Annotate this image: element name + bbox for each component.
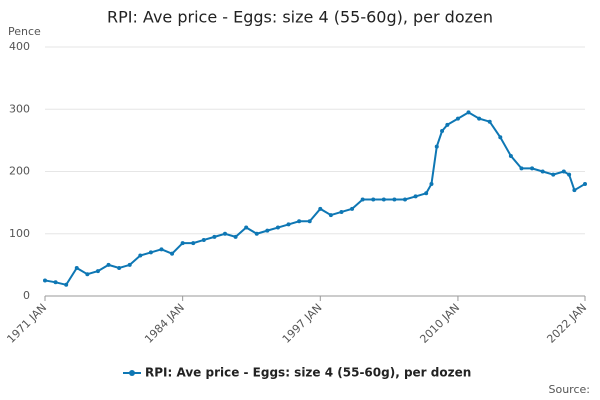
data-point — [138, 253, 143, 258]
data-point — [567, 172, 572, 177]
data-point — [487, 119, 492, 124]
data-point — [551, 172, 556, 177]
data-point — [233, 234, 238, 239]
data-point — [307, 219, 312, 224]
y-tick-label: 300 — [9, 102, 30, 115]
data-point — [403, 197, 407, 202]
y-tick-label: 200 — [9, 165, 30, 178]
data-point — [265, 228, 270, 233]
y-tick-label: 400 — [9, 40, 30, 53]
y-tick-label: 0 — [23, 289, 30, 302]
x-tick-label: 2010 JAN — [417, 301, 462, 346]
data-point — [180, 241, 185, 246]
y-axis-label: Pence — [8, 25, 41, 38]
x-tick-label: 2022 JAN — [544, 301, 589, 346]
data-point — [223, 231, 227, 236]
data-point — [392, 197, 397, 202]
x-tick-label: 1971 JAN — [4, 301, 49, 346]
data-point — [424, 191, 429, 196]
data-point — [244, 225, 249, 230]
data-point — [434, 144, 439, 149]
legend-marker — [129, 370, 135, 376]
data-point — [572, 188, 577, 193]
data-point — [339, 209, 344, 214]
data-point — [498, 135, 503, 140]
data-point — [254, 231, 259, 236]
y-tick-label: 100 — [9, 227, 30, 240]
x-tick-label: 1997 JAN — [280, 301, 325, 346]
data-point — [350, 206, 355, 211]
data-point — [159, 247, 164, 252]
data-point — [74, 265, 79, 270]
data-point — [53, 280, 58, 285]
data-point — [540, 169, 545, 174]
legend-label: RPI: Ave price - Eggs: size 4 (55-60g), … — [145, 366, 471, 380]
data-point — [43, 278, 47, 283]
source: Source: — [549, 383, 591, 396]
data-point — [440, 129, 445, 134]
data-point — [64, 282, 69, 287]
data-point — [95, 269, 100, 274]
data-point — [127, 262, 132, 267]
data-point — [328, 213, 333, 218]
data-point — [371, 197, 376, 202]
data-point — [508, 153, 513, 158]
data-line — [44, 111, 586, 286]
data-point — [318, 206, 323, 211]
data-point — [455, 116, 460, 121]
data-point — [117, 265, 122, 270]
data-point — [286, 222, 291, 227]
data-point — [191, 241, 196, 246]
data-point — [148, 250, 153, 255]
data-point — [445, 122, 450, 127]
data-point — [583, 181, 587, 186]
data-point — [106, 262, 111, 267]
data-point — [360, 197, 365, 202]
data-point — [429, 181, 434, 186]
chart-title: RPI: Ave price - Eggs: size 4 (55-60g), … — [107, 8, 493, 27]
data-point — [561, 169, 566, 174]
x-tick-label: 1984 JAN — [142, 301, 187, 346]
data-point — [466, 110, 471, 115]
data-point — [170, 251, 175, 256]
data-point — [297, 219, 302, 224]
data-point — [530, 166, 535, 171]
data-point — [381, 197, 386, 202]
data-point — [275, 225, 280, 230]
data-point — [519, 166, 524, 171]
data-point — [201, 237, 206, 242]
data-point — [85, 272, 90, 277]
data-point — [413, 194, 418, 199]
data-point — [477, 116, 482, 121]
data-point — [212, 234, 217, 239]
